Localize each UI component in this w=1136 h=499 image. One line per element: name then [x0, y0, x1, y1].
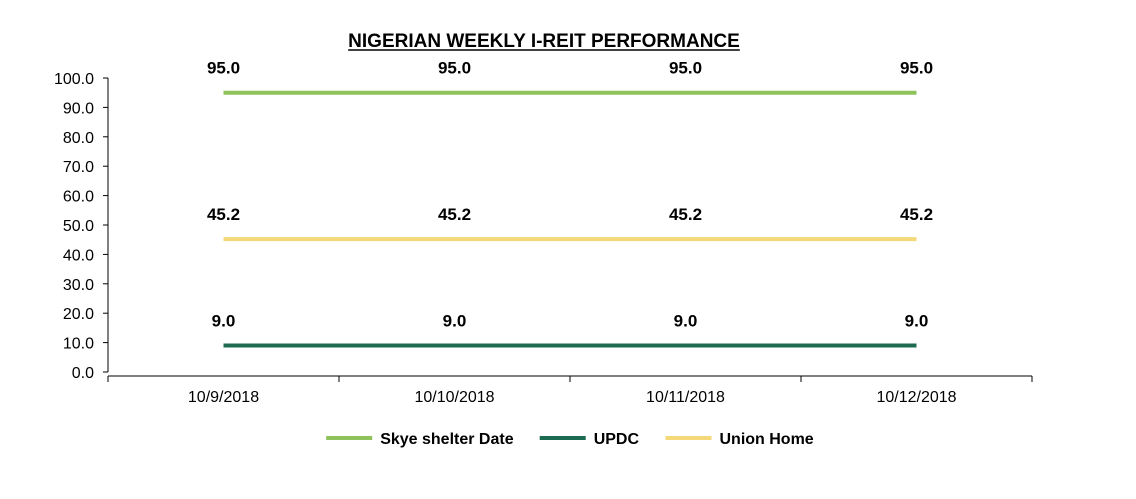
y-tick-label: 100.0 [54, 71, 94, 88]
data-label-union-home: 45.2 [669, 205, 702, 224]
y-tick-label: 30.0 [63, 277, 94, 294]
y-tick-label: 70.0 [63, 159, 94, 176]
data-label-updc: 9.0 [443, 312, 467, 331]
y-tick-label: 60.0 [63, 189, 94, 206]
data-label-union-home: 45.2 [900, 205, 933, 224]
y-tick-label: 50.0 [63, 218, 94, 235]
data-labels: 95.0 95.0 95.0 95.0 9.0 9.0 9.0 9.0 45.2 45.2 45.2… [207, 59, 933, 331]
data-label-union-home: 45.2 [207, 205, 240, 224]
y-tick-label: 10.0 [63, 336, 94, 353]
series-lines [223, 90, 917, 348]
y-tick-label: 90.0 [63, 100, 94, 117]
legend-label: Union Home [719, 431, 813, 448]
data-label-skye-shelter-date: 95.0 [900, 59, 933, 78]
y-tick-label: 20.0 [63, 306, 94, 323]
y-tick-label: 40.0 [63, 247, 94, 264]
legend-item: Union Home [665, 431, 814, 448]
x-tick-label: 10/12/2018 [876, 389, 956, 406]
legend-item: Skye shelter Date [326, 431, 514, 448]
data-label-union-home: 45.2 [438, 205, 471, 224]
x-tick-label: 10/11/2018 [646, 389, 725, 406]
data-label-updc: 9.0 [674, 312, 698, 331]
data-label-skye-shelter-date: 95.0 [207, 59, 240, 78]
data-label-skye-shelter-date: 95.0 [669, 59, 702, 78]
x-tick-label: 10/9/2018 [188, 389, 259, 406]
legend-label: Skye shelter Date [380, 431, 514, 448]
legend: Skye shelter Date UPDC Union Home [326, 431, 814, 448]
legend-label: UPDC [594, 431, 640, 448]
chart-title: NIGERIAN WEEKLY I-REIT PERFORMANCE [348, 31, 740, 52]
legend-item: UPDC [539, 431, 640, 448]
y-tick-label: 80.0 [63, 130, 94, 147]
x-tick-label: 10/10/2018 [414, 389, 494, 406]
y-axis: 0.0 10.0 20.0 30.0 40.0 50.0 60.0 70.0 80.0 90.0 1… [54, 71, 109, 382]
data-label-updc: 9.0 [905, 312, 929, 331]
x-axis: 10/9/2018 10/10/2018 10/11/2018 10/12/2018 [107, 375, 1033, 406]
data-label-updc: 9.0 [212, 312, 236, 331]
y-tick-label: 0.0 [72, 365, 94, 382]
data-label-skye-shelter-date: 95.0 [438, 59, 471, 78]
